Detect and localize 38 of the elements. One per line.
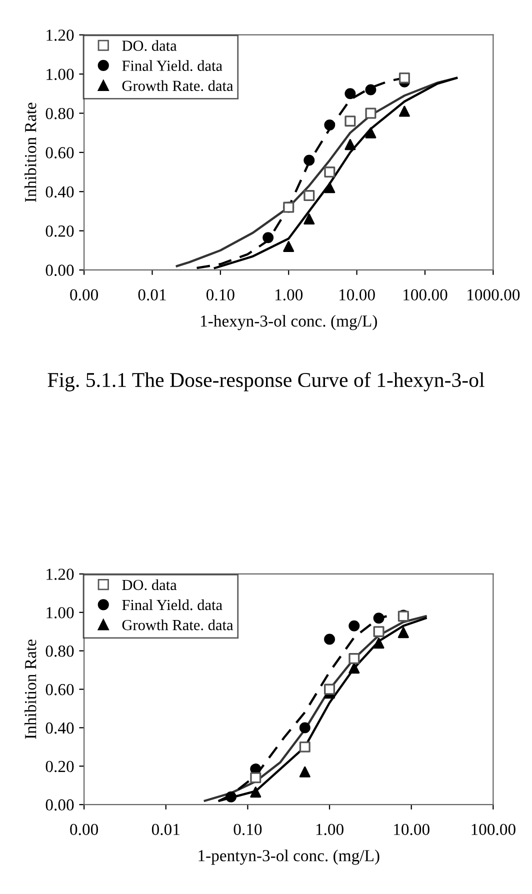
y-tick-label: 0.40 — [46, 186, 74, 198]
y-tick-label: 0.00 — [46, 264, 74, 276]
x-tick-label: 1.00 — [316, 824, 344, 836]
legend-label: Final Yield. data — [122, 60, 222, 72]
legend-label: Growth Rate. data — [122, 619, 234, 630]
y-tick-label: 1.20 — [46, 30, 74, 41]
x-tick-label: 0.00 — [70, 824, 98, 836]
y-tick-label: 1.20 — [46, 568, 74, 580]
y-tick-label: 0.80 — [46, 108, 74, 120]
y-axis-title: Inhibition Rate — [24, 640, 36, 739]
x-tick-label: 0.01 — [152, 824, 180, 836]
legend-label: DO. data — [122, 40, 177, 51]
x-tick-label: 1000.00 — [468, 289, 520, 301]
x-tick-label: 0.00 — [70, 289, 98, 301]
y-tick-label: 0.60 — [46, 147, 74, 158]
legend-label: Final Yield. data — [122, 599, 222, 610]
x-tick-label: 1.00 — [275, 289, 303, 301]
x-tick-label: 10.00 — [394, 824, 430, 836]
legend-label: Growth Rate. data — [122, 80, 234, 92]
x-tick-label: 0.10 — [234, 824, 262, 836]
y-tick-label: 1.00 — [46, 607, 74, 618]
x-axis-title: 1-hexyn-3-ol conc. (mg/L) — [200, 314, 377, 330]
y-tick-label: 0.20 — [46, 226, 74, 237]
y-tick-label: 0.20 — [46, 760, 74, 772]
x-tick-label: 100.00 — [472, 824, 516, 836]
y-tick-label: 0.80 — [46, 646, 74, 657]
y-tick-label: 0.00 — [46, 799, 74, 811]
x-tick-label: 100.00 — [404, 289, 448, 301]
y-tick-label: 1.00 — [46, 68, 74, 80]
y-axis-title: Inhibition Rate — [24, 102, 36, 202]
caption: Fig. 5.1.1 The Dose-response Curve of 1-hexyn-3-ol — [48, 372, 484, 392]
x-axis-title: 1-pentyn-3-ol conc. (mg/L) — [198, 850, 380, 865]
x-tick-label: 0.01 — [138, 289, 166, 301]
y-tick-label: 0.40 — [46, 722, 74, 734]
x-tick-label: 0.10 — [206, 289, 234, 301]
legend-label: DO. data — [122, 579, 177, 590]
x-tick-label: 10.00 — [340, 289, 375, 301]
y-tick-label: 0.60 — [46, 684, 74, 696]
